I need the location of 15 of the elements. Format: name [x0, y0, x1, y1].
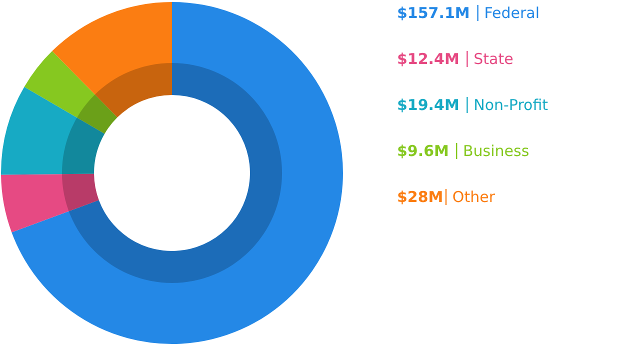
data-label: $19.4M: [397, 96, 460, 114]
legend-label: State: [474, 50, 514, 68]
legend-label: Other: [452, 188, 496, 206]
donut-slice: [1, 174, 99, 232]
donut-slice: [1, 86, 105, 175]
donut-slice: [52, 2, 172, 118]
data-label: $9.6M: [397, 142, 449, 160]
legend-label: Federal: [484, 4, 540, 22]
legend-label: Non-Profit: [474, 96, 548, 114]
data-label: $157.1M: [397, 4, 470, 22]
data-label: $12.4M: [397, 50, 460, 68]
donut-slice: [12, 2, 343, 344]
data-label: $28M: [397, 188, 444, 206]
donut-slice: [24, 51, 118, 134]
legend-label: Business: [463, 142, 530, 160]
